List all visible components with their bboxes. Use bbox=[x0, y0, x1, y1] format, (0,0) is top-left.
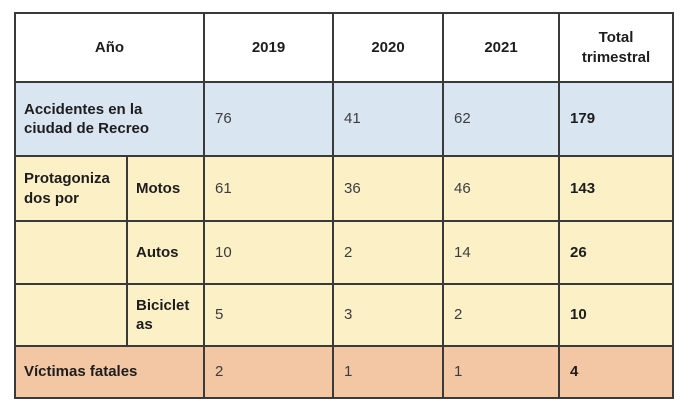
row-motos: Protagoniza dos por Motos 61 36 46 143 bbox=[14, 155, 675, 222]
cell-bicicletas-label: Biciclet as bbox=[125, 283, 206, 347]
row-bicicletas: Biciclet as 5 3 2 10 bbox=[14, 283, 675, 347]
cell-motos-2019: 61 bbox=[203, 155, 335, 222]
cell-bicicletas-total: 10 bbox=[558, 283, 675, 347]
header-cell-2021: 2021 bbox=[442, 12, 561, 83]
cell-accidents-2021: 62 bbox=[442, 81, 561, 157]
cell-accidents-label: Accidentes en la ciudad de Recreo bbox=[13, 81, 206, 157]
row-autos: Autos 10 2 14 26 bbox=[14, 220, 675, 285]
cell-accidents-2019: 76 bbox=[203, 81, 335, 157]
cell-victimas-2020: 1 bbox=[332, 345, 445, 399]
cell-motos-label: Motos bbox=[125, 155, 206, 222]
cell-motos-total: 143 bbox=[558, 155, 675, 222]
cell-autos-total: 26 bbox=[558, 220, 675, 285]
cell-victimas-total: 4 bbox=[558, 345, 675, 399]
cell-bicicletas-2021: 2 bbox=[442, 283, 561, 347]
cell-motos-2020: 36 bbox=[332, 155, 445, 222]
cell-autos-2020: 2 bbox=[332, 220, 445, 285]
header-cell-total: Total trimestral bbox=[558, 12, 675, 83]
cell-accidents-2020: 41 bbox=[332, 81, 445, 157]
cell-autos-label: Autos bbox=[125, 220, 206, 285]
cell-group-label: Protagoniza dos por bbox=[14, 155, 128, 222]
header-cell-2019: 2019 bbox=[203, 12, 335, 83]
cell-victimas-2019: 2 bbox=[203, 345, 335, 399]
header-cell-2020: 2020 bbox=[332, 12, 445, 83]
cell-autos-2019: 10 bbox=[203, 220, 335, 285]
row-accidents: Accidentes en la ciudad de Recreo 76 41 … bbox=[13, 81, 675, 157]
cell-bicicletas-2019: 5 bbox=[203, 283, 335, 347]
cell-accidents-total: 179 bbox=[558, 81, 675, 157]
cell-victimas-2021: 1 bbox=[442, 345, 561, 399]
cell-group-empty-1 bbox=[14, 220, 128, 285]
row-victimas-fatales: Víctimas fatales 2 1 1 4 bbox=[13, 345, 675, 399]
cell-group-empty-2 bbox=[14, 283, 128, 347]
cell-autos-2021: 14 bbox=[442, 220, 561, 285]
cell-motos-2021: 46 bbox=[442, 155, 561, 222]
accident-statistics-table: Año 2019 2020 2021 Total trimestral Acci… bbox=[13, 12, 675, 399]
header-cell-ano: Año bbox=[13, 12, 206, 83]
cell-victimas-label: Víctimas fatales bbox=[13, 345, 206, 399]
cell-bicicletas-2020: 3 bbox=[332, 283, 445, 347]
header-row: Año 2019 2020 2021 Total trimestral bbox=[13, 12, 675, 83]
